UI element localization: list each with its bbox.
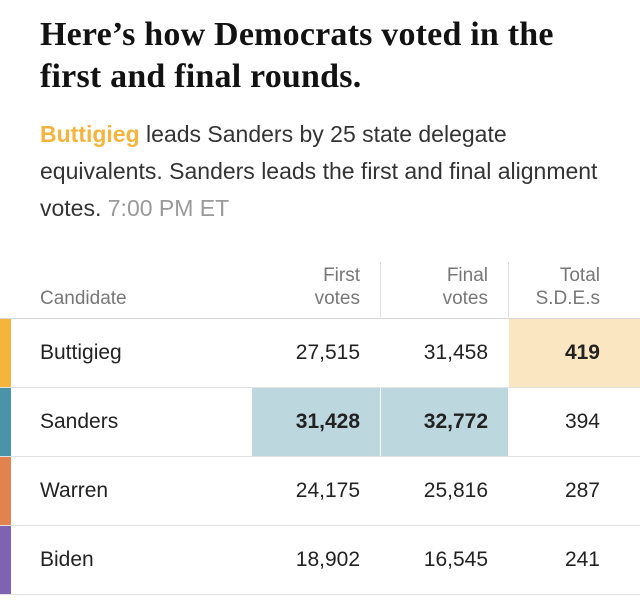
sdes-cell: 419 [509, 319, 640, 387]
leading-candidate-name: Buttigieg [40, 121, 140, 147]
first-votes-cell: 27,515 [295, 341, 360, 364]
candidate-name: Warren [40, 479, 109, 502]
header-sdes-line1: Total [559, 265, 600, 286]
candidate-name: Biden [40, 548, 94, 571]
table-row-biden: Biden 18,902 16,545 241 [0, 526, 640, 595]
header-first-votes-line1: First [323, 265, 360, 286]
candidate-color-bar [0, 319, 11, 387]
header-final-votes: Final votes [381, 264, 488, 310]
candidate-color-bar [0, 457, 11, 525]
summary-text: Buttigieg leads Sanders by 25 state dele… [40, 116, 620, 227]
candidate-name: Buttigieg [40, 341, 122, 364]
sdes-cell: 394 [564, 410, 600, 433]
table-row-sanders: Sanders 31,428 32,772 394 [0, 388, 640, 457]
final-votes-cell: 31,458 [423, 341, 488, 364]
summary-body: leads Sanders by 25 state delegate equiv… [40, 121, 598, 221]
header-final-votes-line2: votes [442, 288, 488, 309]
header-first-votes: First votes [254, 264, 360, 310]
sdes-cell: 287 [564, 479, 600, 502]
final-votes-cell: 32,772 [381, 388, 508, 456]
sdes-cell: 241 [564, 548, 600, 571]
candidate-name: Sanders [40, 410, 119, 433]
header-sdes-line2: S.D.E.s [535, 288, 600, 309]
candidate-color-bar [0, 388, 11, 456]
column-divider [508, 262, 509, 317]
column-divider [380, 262, 381, 317]
first-votes-cell: 24,175 [295, 479, 360, 502]
header-final-votes-line1: Final [446, 265, 488, 286]
table-row-warren: Warren 24,175 25,816 287 [0, 457, 640, 526]
timestamp: 7:00 PM ET [107, 195, 230, 221]
first-votes-cell: 18,902 [295, 548, 360, 571]
final-votes-cell: 25,816 [423, 479, 488, 502]
header-first-votes-line2: votes [314, 288, 360, 309]
header-candidate: Candidate [40, 288, 127, 309]
final-votes-cell: 16,545 [423, 548, 488, 571]
header-total-sdes: Total S.D.E.s [509, 264, 600, 310]
candidate-color-bar [0, 526, 11, 594]
table-row-buttigieg: Buttigieg 27,515 31,458 419 [0, 319, 640, 388]
table-header: Candidate First votes Final votes Total … [0, 258, 640, 319]
results-table: Candidate First votes Final votes Total … [0, 258, 640, 595]
first-votes-cell: 31,428 [252, 388, 380, 456]
page-title: Here’s how Democrats voted in the first … [40, 16, 554, 95]
